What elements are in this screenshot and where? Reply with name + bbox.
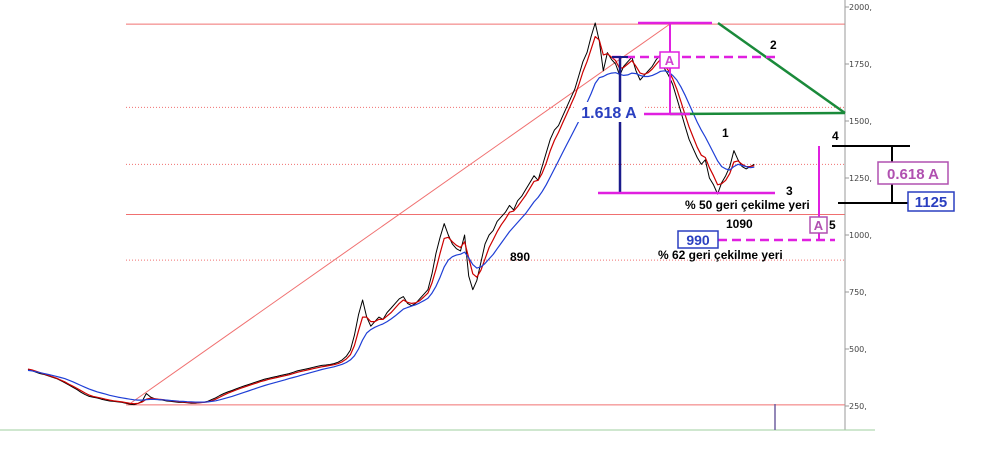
y-tick-label-1: 500, [849, 345, 867, 354]
price-series [27, 22, 755, 406]
triangle-base-line [669, 111, 846, 116]
fib-0618-measure: 0.618 A 1125 [832, 145, 955, 212]
descending-triangle [669, 21, 846, 116]
wave-1-label: 1 [722, 126, 729, 140]
level-1125-box [907, 191, 955, 212]
fib-1618-label: 1.618 A [581, 105, 637, 122]
wave-2-label: 2 [770, 38, 777, 52]
y-tick-label-3: 1000, [849, 231, 872, 240]
retrace-62-label: % 62 geri çekilme yeri [658, 248, 783, 262]
series-line-0 [27, 22, 755, 406]
fib-0618-label: 0.618 A [887, 166, 939, 183]
series-line-1 [27, 35, 755, 405]
y-axis: 250, 500, 750, 1000, 1250, 1500, 1750, 2000, [844, 0, 872, 430]
series-line-2 [27, 70, 755, 403]
fib-1618-box [574, 102, 644, 122]
wave-4-label: 4 [832, 129, 839, 143]
a-bottom-box [809, 216, 828, 234]
y-tick-label-5: 1500, [849, 117, 872, 126]
long-trend-line [127, 23, 671, 406]
level-1125-label: 1125 [915, 194, 948, 211]
a-bottom-label: A [814, 218, 824, 233]
triangle-top-line [717, 21, 846, 115]
y-tick-label-6: 1750, [849, 60, 872, 69]
level-1090-label: 1090 [726, 217, 753, 231]
y-tick-label-2: 750, [849, 288, 867, 297]
a-measure-bottom: A 990 [677, 146, 835, 249]
wave-5-label: 5 [829, 218, 836, 232]
level-890-label: 890 [510, 250, 530, 264]
y-tick-label-0: 250, [849, 402, 867, 411]
wave-3-label: 3 [786, 184, 793, 198]
y-axis-ticks: 250, 500, 750, 1000, 1250, 1500, 1750, 2000, [845, 3, 872, 411]
a-top-box [659, 51, 680, 69]
horizontal-level-lines [126, 23, 845, 406]
trend-overlay [127, 23, 671, 406]
level-990-label: 990 [686, 232, 710, 248]
y-tick-label-4: 1250, [849, 174, 872, 183]
fib-0618-box [877, 161, 949, 185]
a-top-label: A [665, 53, 675, 68]
y-tick-label-7: 2000, [849, 3, 872, 12]
retrace-50-label: % 50 geri çekilme yeri [685, 198, 810, 212]
fib-1618-measure: 1.618 A [574, 56, 775, 195]
level-990-box [677, 230, 719, 249]
